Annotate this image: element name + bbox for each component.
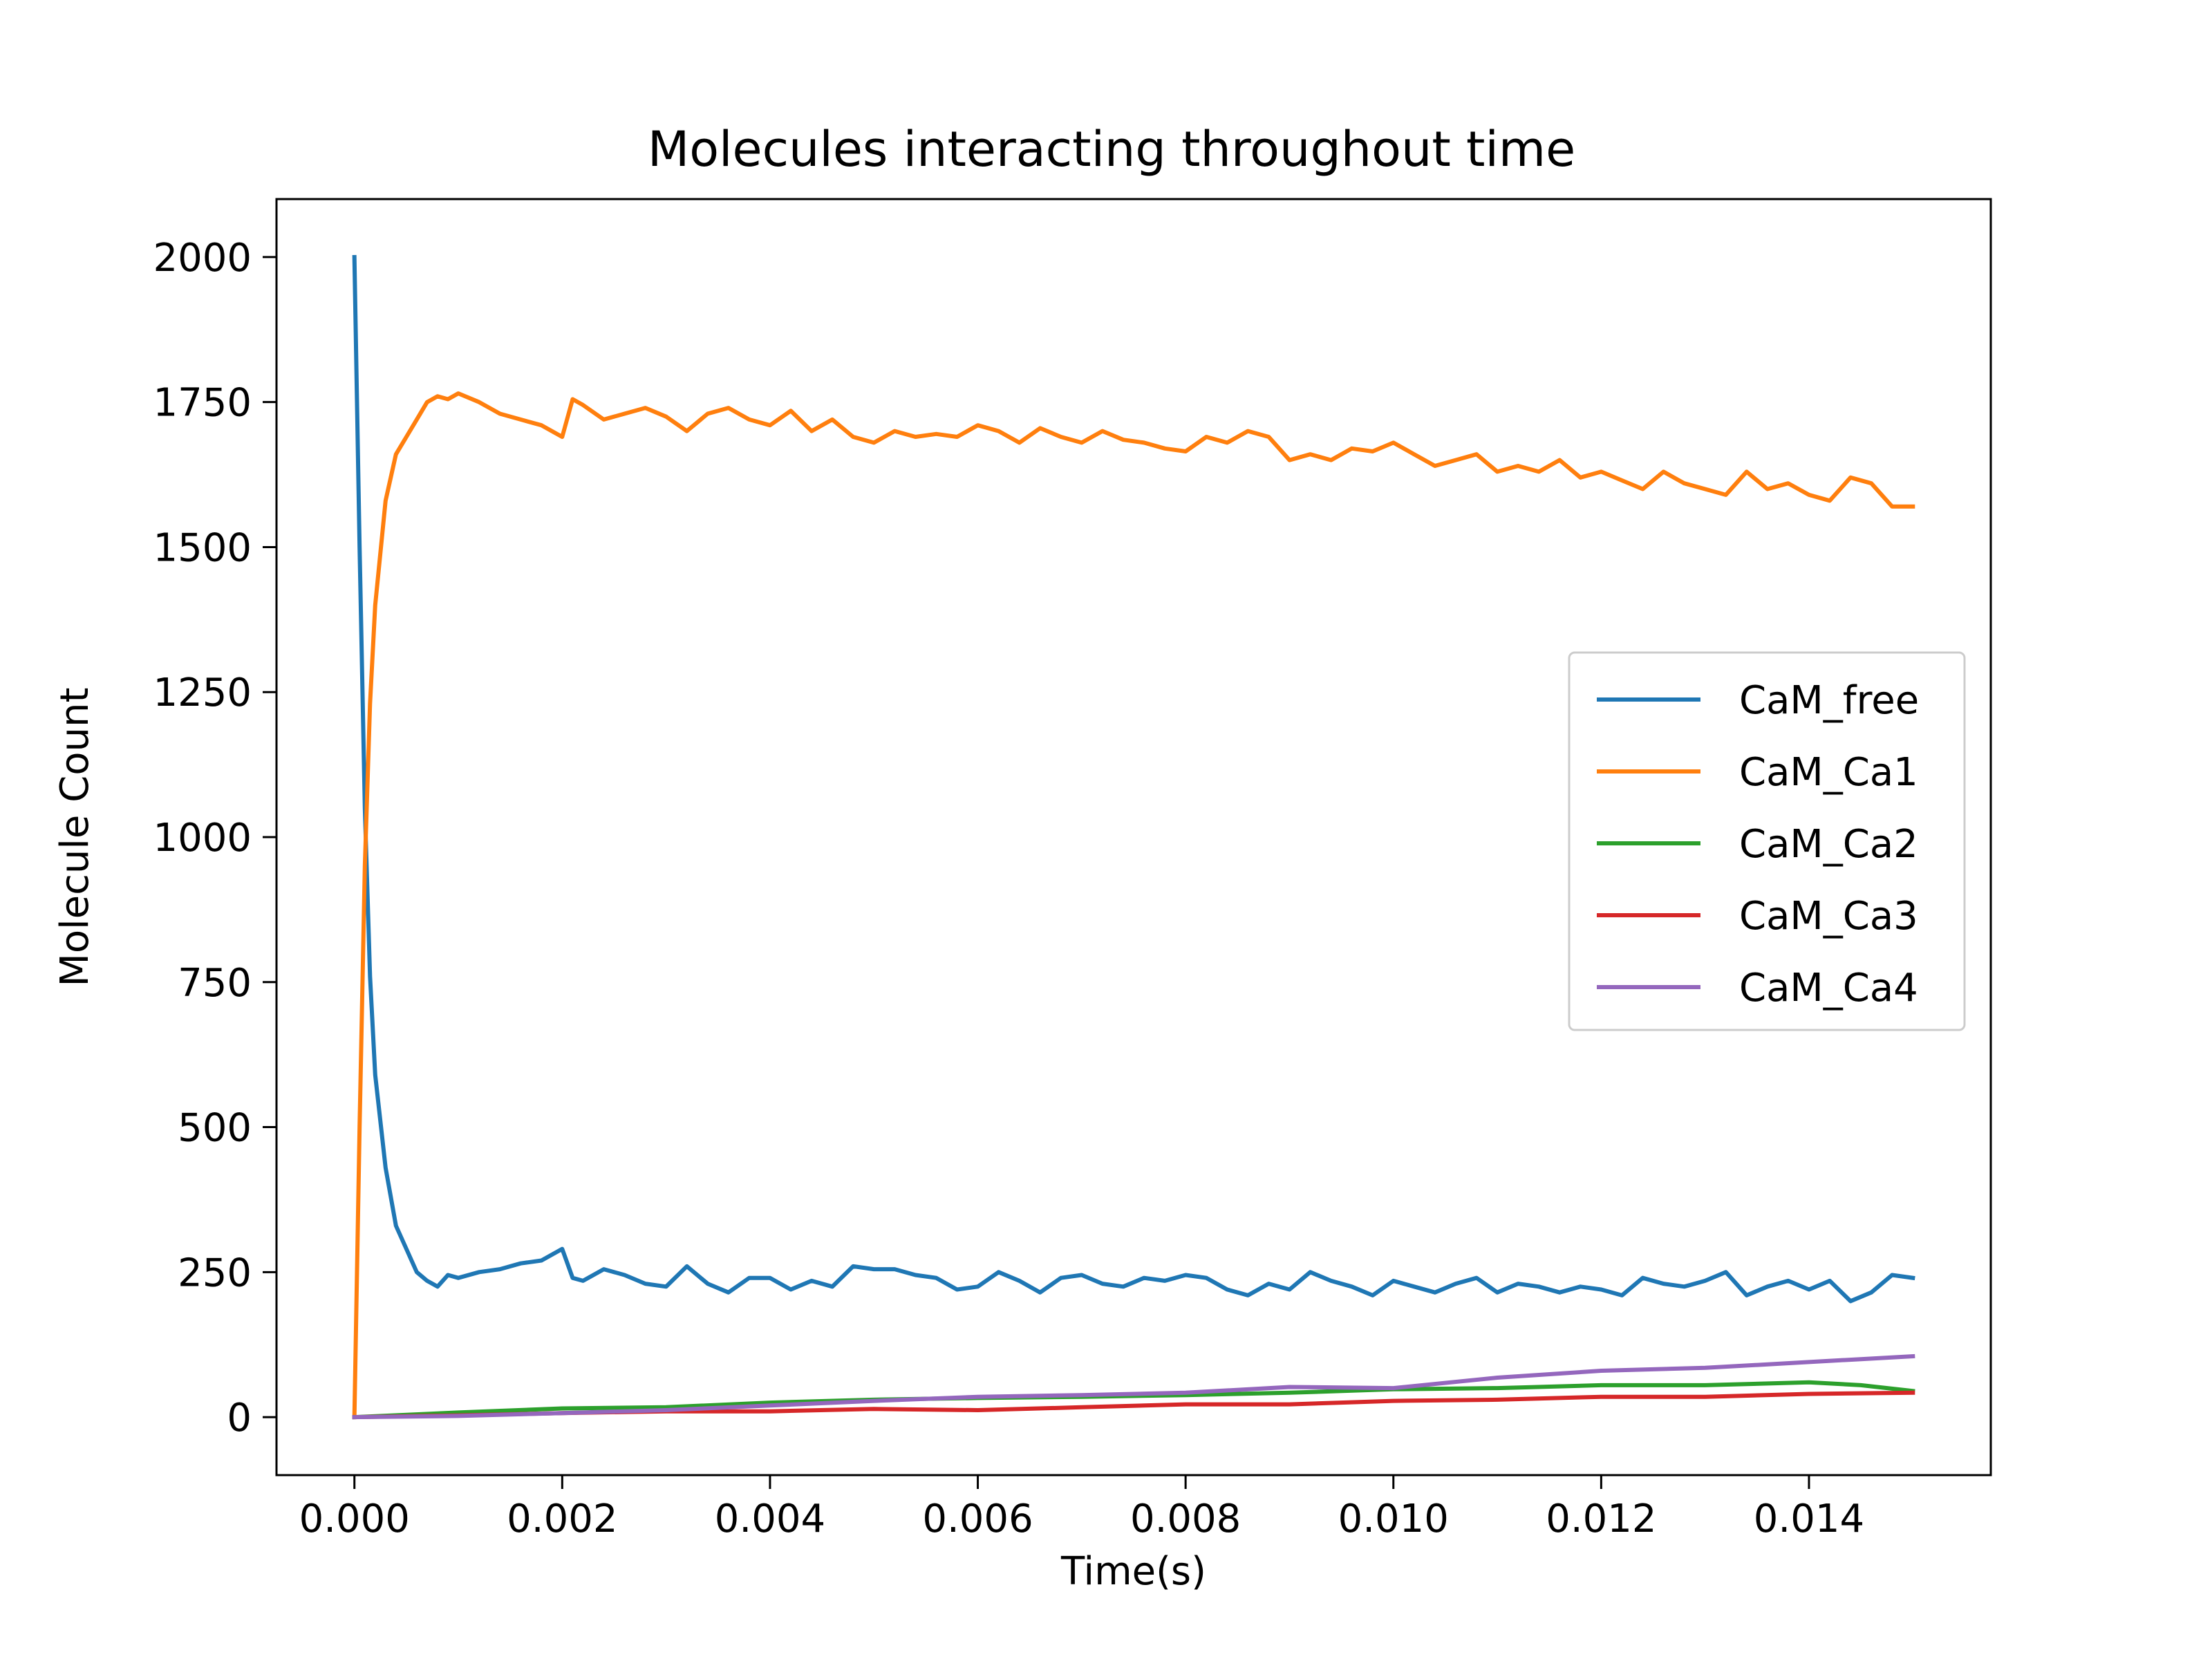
y-tick-label: 750 [178,961,252,1006]
legend: CaM_free CaM_Ca1 CaM_Ca2 CaM_Ca3 CaM_Ca4 [1568,651,1966,1031]
x-tick-label: 0.004 [715,1497,825,1541]
series-line-cam-free [352,254,1915,1304]
series-line-cam-ca2 [352,1380,1915,1420]
x-axis-label: Time(s) [1060,1549,1206,1594]
series-layer [352,254,1915,1420]
plot-area [275,198,1992,1477]
legend-label: CaM_Ca2 [1739,822,1918,867]
y-tick-label: 500 [178,1106,252,1151]
y-tick-label: 1000 [153,816,252,861]
x-tick-label: 0.000 [299,1497,410,1541]
series-line-cam-ca1 [352,391,1915,1420]
x-tick-label: 0.012 [1546,1497,1656,1541]
y-tick-label: 1500 [153,525,252,570]
x-tick-label: 0.014 [1754,1497,1864,1541]
legend-label: CaM_Ca3 [1739,894,1918,939]
y-tick-label: 1250 [153,671,252,715]
chart-title: Molecules interacting throughout time [648,121,1575,178]
x-tick-label: 0.010 [1338,1497,1449,1541]
series-line-cam-ca4 [352,1353,1915,1420]
x-axis: 0.000 0.002 0.004 0.006 0.008 0.010 0.012 0.014 [299,1475,1864,1541]
y-axis-label: Molecule Count [53,688,97,987]
legend-frame [1568,651,1966,1031]
x-tick-label: 0.006 [922,1497,1033,1541]
y-tick-label: 2000 [153,236,252,281]
x-tick-label: 0.008 [1130,1497,1241,1541]
y-tick-label: 250 [178,1250,252,1295]
legend-label: CaM_Ca4 [1739,966,1918,1011]
y-tick-label: 0 [227,1396,252,1441]
legend-label: CaM_Ca1 [1739,750,1918,795]
legend-label: CaM_free [1739,678,1919,723]
x-tick-label: 0.002 [507,1497,617,1541]
y-axis: 0 250 500 750 1000 1250 1500 1750 2000 [153,236,276,1441]
y-tick-label: 1750 [153,381,252,426]
